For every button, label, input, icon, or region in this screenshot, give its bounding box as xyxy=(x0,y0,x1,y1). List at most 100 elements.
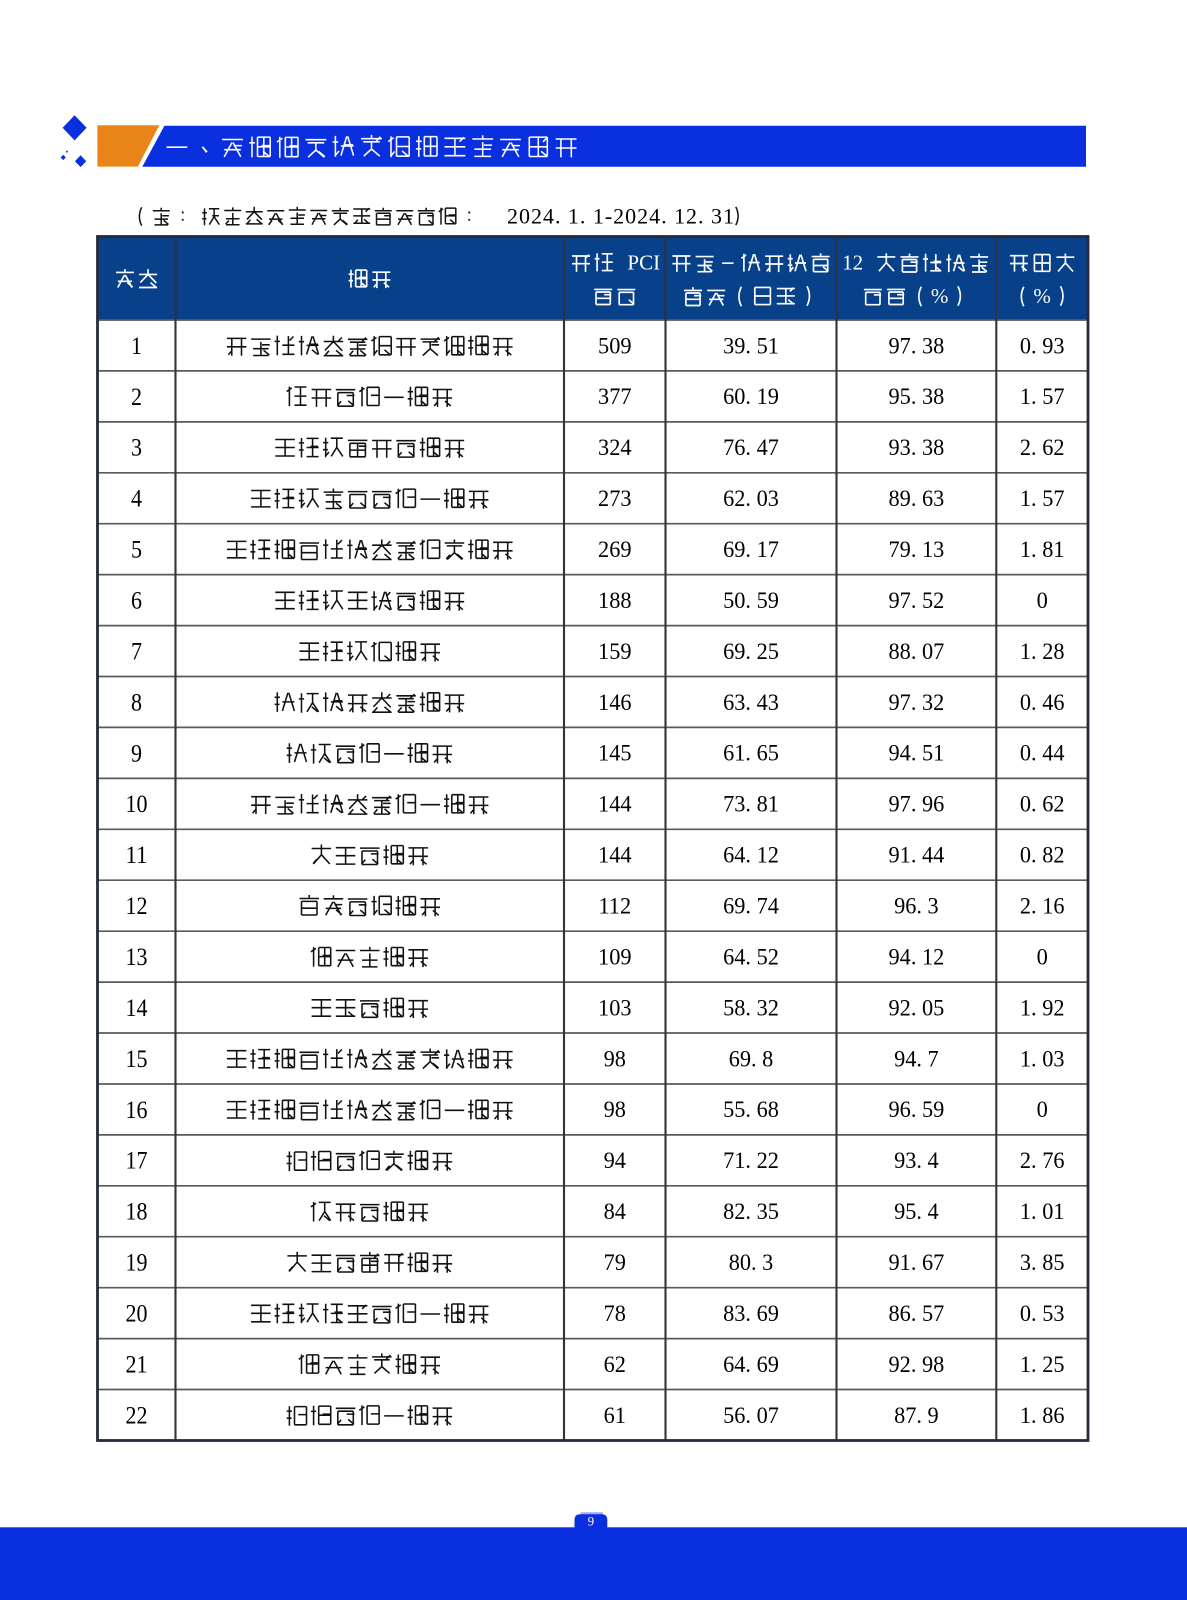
svg-text:96. 59: 96. 59 xyxy=(889,1097,945,1123)
svg-text:PCI: PCI xyxy=(627,251,660,275)
svg-text:73. 81: 73. 81 xyxy=(723,792,779,818)
svg-text:91. 44: 91. 44 xyxy=(889,843,945,869)
svg-text:62. 03: 62. 03 xyxy=(723,486,779,512)
svg-text:58. 32: 58. 32 xyxy=(723,995,779,1021)
svg-text:76. 47: 76. 47 xyxy=(723,435,779,461)
svg-text:96. 3: 96. 3 xyxy=(894,894,939,920)
svg-text:12: 12 xyxy=(126,891,148,920)
svg-text:88. 07: 88. 07 xyxy=(889,639,945,665)
svg-text:62: 62 xyxy=(604,1352,626,1378)
svg-text:0. 53: 0. 53 xyxy=(1020,1301,1065,1327)
svg-text:56. 07: 56. 07 xyxy=(723,1403,779,1429)
svg-text:1. 03: 1. 03 xyxy=(1020,1046,1065,1072)
svg-text:145: 145 xyxy=(598,741,632,767)
svg-text:95. 38: 95. 38 xyxy=(889,384,945,410)
svg-text:69. 74: 69. 74 xyxy=(723,894,779,920)
svg-text:3. 85: 3. 85 xyxy=(1020,1250,1065,1276)
svg-text:83. 69: 83. 69 xyxy=(723,1301,779,1327)
svg-text:79. 13: 79. 13 xyxy=(889,537,945,563)
svg-text:0: 0 xyxy=(1037,1097,1048,1123)
svg-text:0. 82: 0. 82 xyxy=(1020,843,1065,869)
svg-text:3: 3 xyxy=(131,433,142,462)
svg-text:0: 0 xyxy=(1037,588,1048,614)
svg-text:78: 78 xyxy=(604,1301,626,1327)
svg-text:2: 2 xyxy=(131,382,142,411)
svg-text:97. 52: 97. 52 xyxy=(889,588,945,614)
svg-text:269: 269 xyxy=(598,537,632,563)
svg-text:0. 93: 0. 93 xyxy=(1020,333,1065,359)
svg-text:93. 38: 93. 38 xyxy=(889,435,945,461)
svg-text:94. 7: 94. 7 xyxy=(894,1046,939,1072)
svg-text:97. 32: 97. 32 xyxy=(889,690,945,716)
svg-text:87. 9: 87. 9 xyxy=(894,1403,939,1429)
svg-text:509: 509 xyxy=(598,333,632,359)
svg-text:61. 65: 61. 65 xyxy=(723,741,779,767)
svg-text:6: 6 xyxy=(131,586,142,615)
svg-text:146: 146 xyxy=(598,690,632,716)
svg-text:18: 18 xyxy=(126,1197,148,1226)
svg-text:103: 103 xyxy=(598,995,632,1021)
svg-text:64. 69: 64. 69 xyxy=(723,1352,779,1378)
svg-text:15: 15 xyxy=(126,1044,148,1073)
svg-text:97. 38: 97. 38 xyxy=(889,333,945,359)
svg-text:0. 46: 0. 46 xyxy=(1020,690,1065,716)
svg-text:19: 19 xyxy=(126,1248,148,1277)
svg-text:79: 79 xyxy=(604,1250,626,1276)
svg-text:63. 43: 63. 43 xyxy=(723,690,779,716)
svg-text:1: 1 xyxy=(131,331,142,360)
svg-text:5: 5 xyxy=(131,535,142,564)
svg-text:55. 68: 55. 68 xyxy=(723,1097,779,1123)
svg-text:13: 13 xyxy=(126,942,148,971)
svg-text:%: % xyxy=(1033,284,1051,308)
svg-text:1. 01: 1. 01 xyxy=(1020,1199,1065,1225)
svg-text:69. 25: 69. 25 xyxy=(723,639,779,665)
svg-text:64. 12: 64. 12 xyxy=(723,843,779,869)
svg-text:0. 62: 0. 62 xyxy=(1020,792,1065,818)
svg-text:21: 21 xyxy=(126,1350,148,1379)
svg-text:7: 7 xyxy=(131,636,142,665)
svg-text:69. 8: 69. 8 xyxy=(729,1046,774,1072)
svg-text:2. 16: 2. 16 xyxy=(1020,894,1065,920)
svg-text:1. 28: 1. 28 xyxy=(1020,639,1065,665)
svg-text:92. 05: 92. 05 xyxy=(889,995,945,1021)
svg-text:80. 3: 80. 3 xyxy=(729,1250,774,1276)
svg-text:1. 25: 1. 25 xyxy=(1020,1352,1065,1378)
svg-text:1. 92: 1. 92 xyxy=(1020,995,1065,1021)
svg-text:144: 144 xyxy=(598,792,632,818)
svg-text:11: 11 xyxy=(126,840,148,869)
svg-text:0: 0 xyxy=(1037,944,1048,970)
svg-text:0. 44: 0. 44 xyxy=(1020,741,1065,767)
svg-text:98: 98 xyxy=(604,1046,626,1072)
svg-text:377: 377 xyxy=(598,384,632,410)
svg-text:86. 57: 86. 57 xyxy=(889,1301,945,1327)
svg-text:94. 12: 94. 12 xyxy=(889,944,945,970)
svg-text:188: 188 xyxy=(598,588,632,614)
svg-text:39. 51: 39. 51 xyxy=(723,333,779,359)
svg-text:94. 51: 94. 51 xyxy=(889,741,945,767)
svg-text:2. 62: 2. 62 xyxy=(1020,435,1065,461)
svg-text:14: 14 xyxy=(126,993,148,1022)
svg-text:10: 10 xyxy=(126,789,148,818)
svg-text:159: 159 xyxy=(598,639,632,665)
svg-text:9: 9 xyxy=(131,738,142,767)
svg-text:20: 20 xyxy=(126,1299,148,1328)
svg-text:2024. 1. 1-2024. 12. 31: 2024. 1. 1-2024. 12. 31 xyxy=(507,203,734,228)
svg-text:69. 17: 69. 17 xyxy=(723,537,779,563)
svg-text:324: 324 xyxy=(598,435,632,461)
svg-text:82. 35: 82. 35 xyxy=(723,1199,779,1225)
svg-text:273: 273 xyxy=(598,486,632,512)
svg-text:50. 59: 50. 59 xyxy=(723,588,779,614)
svg-text:64. 52: 64. 52 xyxy=(723,944,779,970)
svg-text:71. 22: 71. 22 xyxy=(723,1148,779,1174)
svg-text:22: 22 xyxy=(126,1400,148,1429)
svg-text:1. 57: 1. 57 xyxy=(1020,384,1065,410)
svg-text:98: 98 xyxy=(604,1097,626,1123)
svg-text:1. 81: 1. 81 xyxy=(1020,537,1065,563)
svg-text:60. 19: 60. 19 xyxy=(723,384,779,410)
svg-text:94: 94 xyxy=(604,1148,627,1174)
svg-text:9: 9 xyxy=(588,1514,595,1529)
svg-text:97. 96: 97. 96 xyxy=(889,792,945,818)
svg-text:12: 12 xyxy=(842,251,863,275)
svg-text:93. 4: 93. 4 xyxy=(894,1148,939,1174)
svg-text:144: 144 xyxy=(598,843,632,869)
